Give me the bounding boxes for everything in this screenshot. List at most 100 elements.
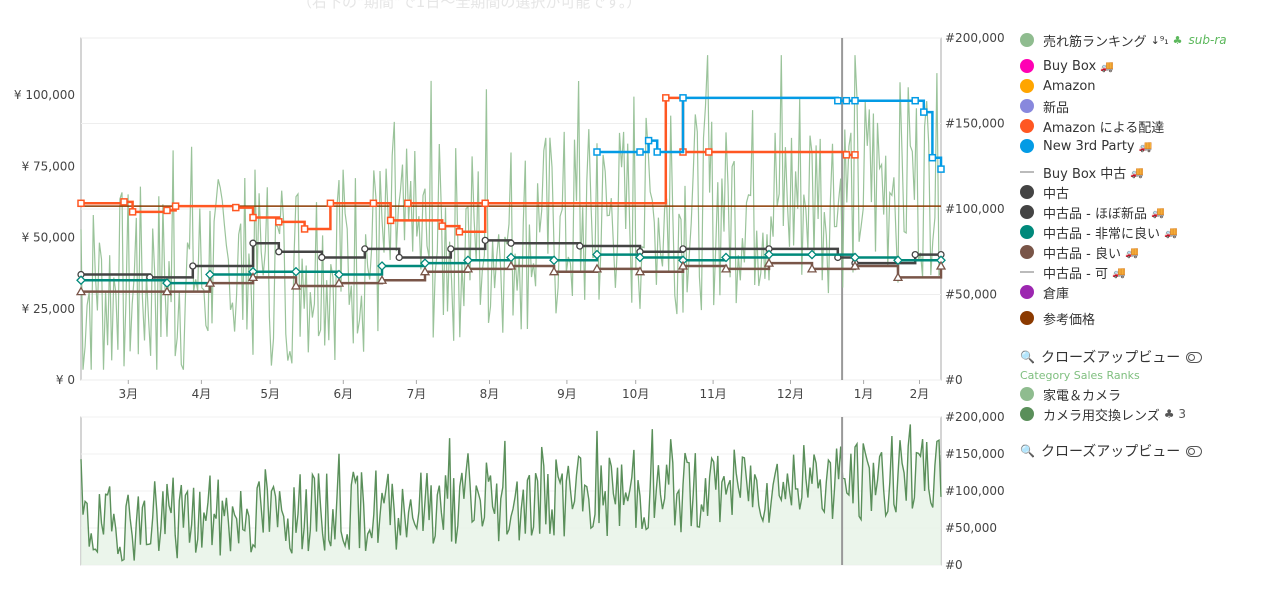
legend-item-11[interactable]: 中古品 - 可 🚚 [1020,262,1279,282]
legend-dot-swatch [1020,285,1034,299]
price-point [275,218,283,226]
price-point [893,255,903,266]
legend-item-7[interactable]: 中古 [1020,182,1279,202]
price-point [591,263,603,273]
price-point [679,94,687,102]
legend-item-9[interactable]: 中古品 - 非常に良い 🚚 [1020,222,1279,242]
legend-item-6[interactable]: Buy Box 中古 🚚 [1020,162,1279,182]
closeup-label: クローズアップビュー [1040,350,1181,366]
legend-item-label: カメラ用交換レンズ [1043,408,1160,424]
legend-dot-swatch [1020,79,1034,93]
x-tick-label: 4月 [192,387,212,401]
legend-line-swatch [1020,171,1034,173]
y-left-tick-label: ¥ 100,000 [14,88,75,102]
legend-item-label: 倉庫 [1043,286,1070,302]
series-sales-rank-line [80,55,942,370]
legend-item-12[interactable]: 倉庫 [1020,282,1279,302]
truck-icon: 🚚 [1163,225,1178,239]
price-point [76,275,86,286]
x-tick-label: 12月 [777,387,804,401]
legend-item-label: 売れ筋ランキング [1043,34,1147,50]
price-point [377,261,387,271]
price-point [161,286,173,296]
price-point [635,252,645,263]
price-point [419,266,431,276]
series-rank-line [80,424,942,562]
price-point [171,202,180,210]
x-tick-label: 10月 [622,387,649,401]
y-right-tick-label: #0 [945,373,963,387]
y-left-tick-label: ¥ 25,000 [22,302,75,316]
legend-item-label: 中古 [1043,186,1070,202]
legend-item-label: 中古品 - ほぼ新品 [1043,206,1147,222]
series-rank-area [81,424,941,565]
legend-item-0[interactable]: 売れ筋ランキング ↓⁹₁ ♣ sub-ra [1020,30,1279,50]
legend-dot-swatch [1020,407,1034,421]
legend-item-3[interactable]: 新品 [1020,96,1279,116]
legend-dot-swatch [1020,119,1034,133]
truck-icon: 🚚 [1138,139,1153,153]
price-point [705,148,713,156]
price-point [593,148,601,156]
legend-panel: 売れ筋ランキング ↓⁹₁ ♣ sub-ra Buy Box 🚚 Amazon 新品 Amazon… [1020,30,1279,462]
legend-dot-swatch [1020,99,1034,113]
legend-dot-swatch [1020,139,1034,153]
price-point [505,260,517,270]
closeup-view-toggle[interactable]: 🔍 クローズアップビュー [1020,440,1279,462]
category-sales-ranks-title: Category Sales Ranks [1020,369,1140,382]
price-point [438,222,446,230]
legend-item-2[interactable]: Amazon [1020,76,1279,96]
price-point [636,148,644,156]
subrank-link[interactable]: sub-ra [1188,33,1227,47]
price-point [290,280,302,290]
legend-item-label: Amazon [1043,78,1096,94]
price-point [318,253,326,262]
tree-icon: ♣ [1172,33,1183,47]
price-point [386,216,395,225]
price-point [232,203,240,212]
legend-item-13[interactable]: 参考価格 [1020,308,1279,328]
y-right-tick-label: #150,000 [945,447,1005,461]
truck-icon: 🚚 [1130,165,1144,179]
legend-item-label: 中古品 - 非常に良い [1043,226,1160,242]
x-tick-label: 8月 [480,387,500,401]
y-right-tick-label: #100,000 [945,484,1005,498]
toggle-icon [1186,351,1203,363]
price-point [849,260,861,270]
price-point [920,108,928,116]
legend-item-10[interactable]: 中古品 - 良い 🚚 [1020,242,1279,262]
price-point [935,260,947,270]
x-tick-label: 3月 [118,387,138,401]
legend-dot-swatch [1020,205,1034,219]
y-left-tick-label: ¥ 75,000 [22,159,75,173]
price-point [189,262,197,270]
price-point [333,277,345,287]
sort-icon: ↓⁹₁ [1150,33,1169,47]
legend-item-5[interactable]: New 3rd Party 🚚 [1020,136,1279,156]
price-point [300,225,309,233]
truck-icon: 🚚 [1124,245,1139,259]
legend-dot-swatch [1020,245,1034,259]
price-point [128,208,137,216]
legend-item-1[interactable]: Buy Box 🚚 [1020,56,1279,76]
truck-icon: 🚚 [1100,59,1114,73]
price-point [247,272,259,282]
closeup-label: クローズアップビュー [1040,444,1181,460]
category-legend-item-1[interactable]: カメラ用交換レンズ ♣ 3 [1020,404,1279,424]
price-point [395,253,403,262]
y-left-tick-label: ¥ 0 [56,373,75,387]
legend-item-label: Buy Box 中古 [1043,166,1127,182]
price-point [249,213,257,222]
legend-item-4[interactable]: Amazon による配達 [1020,116,1279,136]
magnifier-icon: 🔍 [1020,350,1035,364]
category-legend-item-0[interactable]: 家電＆カメラ [1020,384,1279,404]
legend-item-8[interactable]: 中古品 - ほぼ新品 🚚 [1020,202,1279,222]
price-point [291,266,301,277]
legend-item-label: 家電＆カメラ [1043,388,1122,404]
price-point [911,96,919,105]
price-point [634,266,646,276]
price-point [481,236,489,245]
closeup-view-toggle[interactable]: 🔍 クローズアップビュー [1020,346,1279,368]
price-point [404,199,412,208]
price-point [275,248,283,256]
